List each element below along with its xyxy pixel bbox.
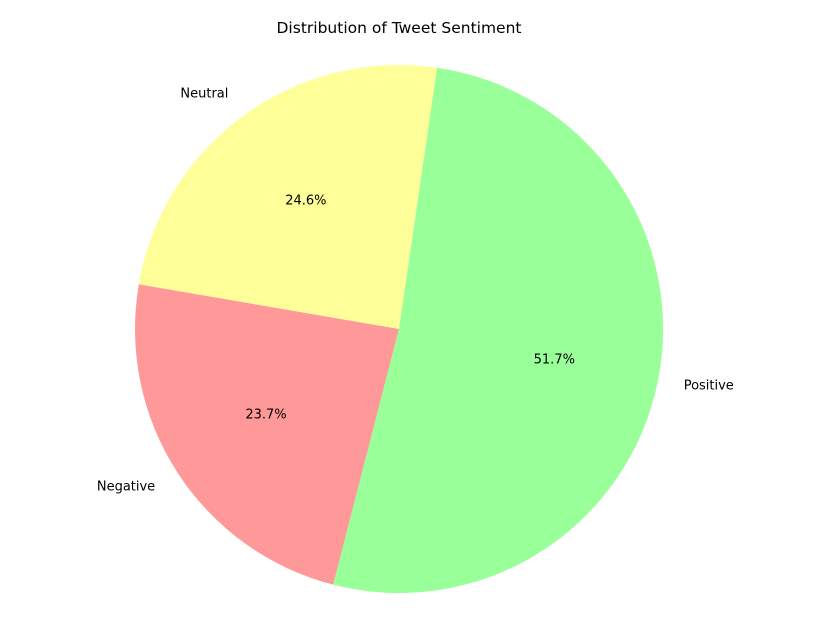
pie-slice-neutral <box>138 65 438 329</box>
pie-slice-positive <box>333 67 664 594</box>
pct-label-negative: 23.7% <box>245 408 286 423</box>
pct-label-neutral: 24.6% <box>285 193 326 208</box>
slice-label-positive: Positive <box>684 379 734 394</box>
pie-slice-negative <box>135 284 400 585</box>
chart-title: Distribution of Tweet Sentiment <box>277 19 522 37</box>
pie-slices <box>135 65 664 594</box>
slice-label-neutral: Neutral <box>180 87 228 102</box>
pct-label-positive: 51.7% <box>534 353 575 368</box>
pie-labels: Neutral 24.6% Negative 23.7% Positive 51.7% <box>97 87 734 495</box>
slice-label-negative: Negative <box>97 479 155 494</box>
